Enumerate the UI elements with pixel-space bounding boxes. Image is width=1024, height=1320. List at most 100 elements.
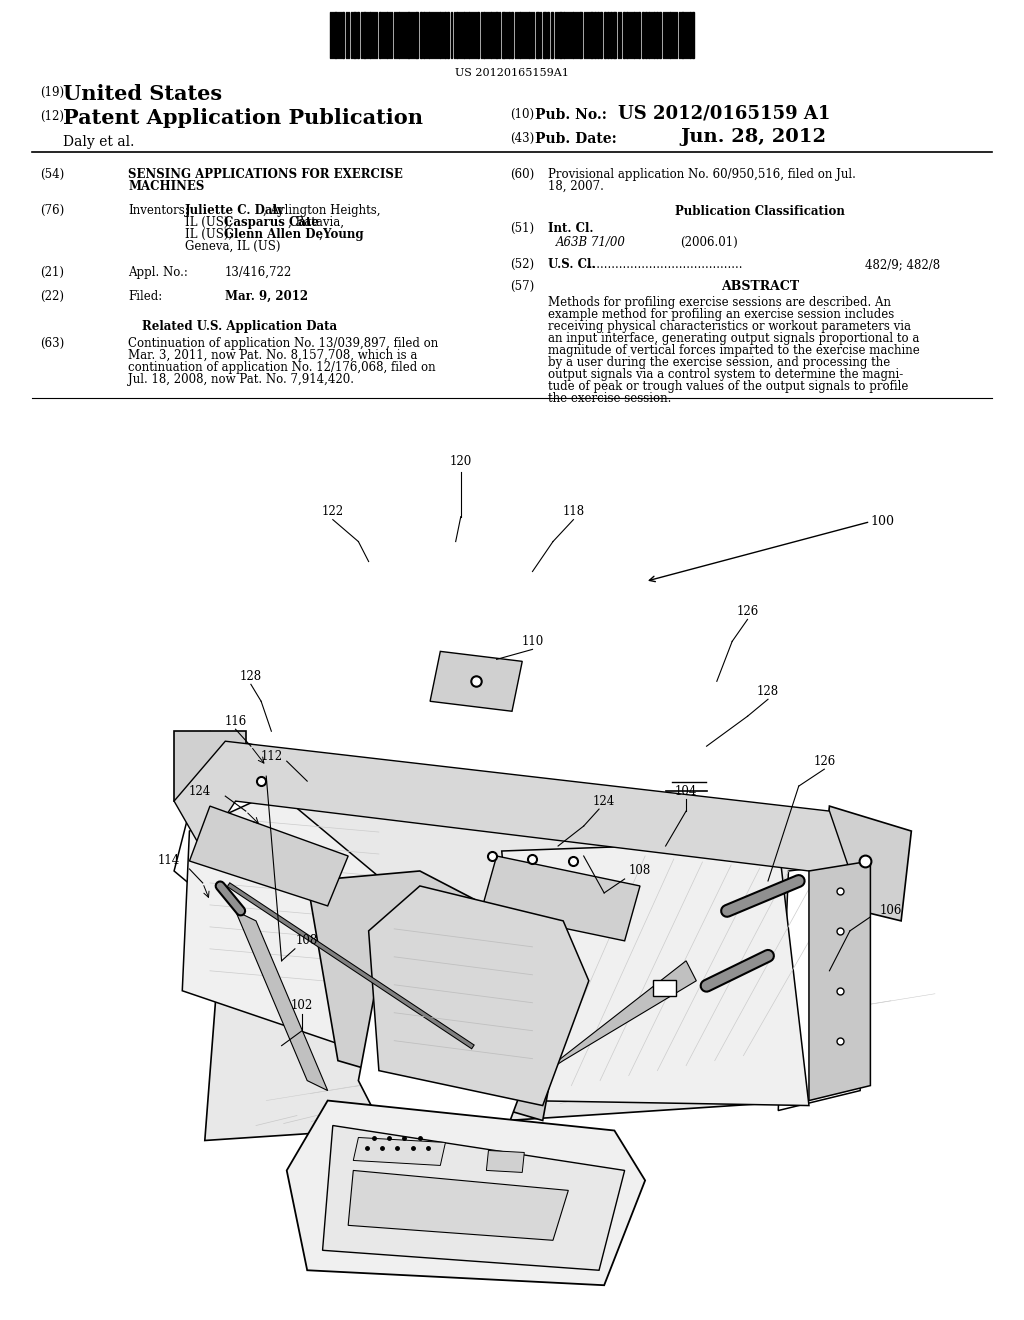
Bar [420, 12, 422, 58]
Text: (60): (60) [510, 168, 535, 181]
Bar [648, 12, 650, 58]
Text: Continuation of application No. 13/039,897, filed on: Continuation of application No. 13/039,8… [128, 337, 438, 350]
Bar [597, 12, 599, 58]
Polygon shape [778, 861, 870, 1110]
Bar [610, 12, 612, 58]
Text: Jul. 18, 2008, now Pat. No. 7,914,420.: Jul. 18, 2008, now Pat. No. 7,914,420. [128, 374, 354, 385]
Text: 120: 120 [450, 455, 472, 469]
Text: Juliette C. Daly: Juliette C. Daly [185, 205, 285, 216]
Text: (63): (63) [40, 337, 65, 350]
Bar [590, 12, 593, 58]
Polygon shape [174, 742, 850, 871]
Bar [633, 12, 635, 58]
Polygon shape [189, 807, 348, 906]
Text: (52): (52) [510, 257, 535, 271]
Text: 102: 102 [291, 999, 313, 1012]
Bar [407, 12, 410, 58]
Bar [600, 12, 602, 58]
Polygon shape [348, 1171, 568, 1241]
Bar [653, 979, 676, 995]
Bar [428, 12, 430, 58]
Text: magnitude of vertical forces imparted to the exercise machine: magnitude of vertical forces imparted to… [548, 345, 920, 356]
Text: 128: 128 [757, 685, 779, 698]
Text: Daly et al.: Daly et al. [63, 135, 134, 149]
Polygon shape [307, 871, 573, 1121]
Text: ..........................................: ........................................… [586, 257, 743, 271]
Text: (76): (76) [40, 205, 65, 216]
Polygon shape [502, 841, 809, 1106]
Text: the exercise session.: the exercise session. [548, 392, 672, 405]
Polygon shape [532, 961, 696, 1081]
Text: Casparus Cate: Casparus Cate [224, 216, 319, 228]
Text: Mar. 9, 2012: Mar. 9, 2012 [225, 290, 308, 304]
Bar [444, 12, 446, 58]
Bar [456, 12, 458, 58]
Text: 108: 108 [296, 935, 318, 948]
Text: receiving physical characteristics or workout parameters via: receiving physical characteristics or wo… [548, 319, 911, 333]
Text: (57): (57) [510, 280, 535, 293]
Bar [362, 12, 366, 58]
Text: 104: 104 [675, 784, 697, 797]
Bar [551, 12, 553, 58]
Bar [572, 12, 574, 58]
Text: IL (US);: IL (US); [185, 216, 237, 228]
Bar [692, 12, 694, 58]
Text: US 2012/0165159 A1: US 2012/0165159 A1 [618, 106, 830, 123]
Text: an input interface, generating output signals proportional to a: an input interface, generating output si… [548, 333, 920, 345]
Text: (54): (54) [40, 168, 65, 181]
Polygon shape [358, 921, 553, 1171]
Text: Appl. No.:: Appl. No.: [128, 267, 187, 279]
Bar [547, 12, 549, 58]
Bar [447, 12, 449, 58]
Text: 112: 112 [260, 750, 283, 763]
Polygon shape [481, 855, 640, 941]
Text: (2006.01): (2006.01) [680, 236, 737, 249]
Text: , Arlington Heights,: , Arlington Heights, [263, 205, 381, 216]
Bar [353, 12, 356, 58]
Text: SENSING APPLICATIONS FOR EXERCISE: SENSING APPLICATIONS FOR EXERCISE [128, 168, 402, 181]
Text: 124: 124 [593, 795, 615, 808]
Bar [511, 12, 513, 58]
Text: Jun. 28, 2012: Jun. 28, 2012 [680, 128, 826, 147]
Text: Int. Cl.: Int. Cl. [548, 222, 594, 235]
Bar [508, 12, 510, 58]
Polygon shape [809, 861, 870, 1101]
Bar [468, 12, 470, 58]
Text: continuation of application No. 12/176,068, filed on: continuation of application No. 12/176,0… [128, 360, 435, 374]
Bar [369, 12, 371, 58]
Polygon shape [205, 742, 850, 1140]
Text: 108: 108 [629, 865, 651, 878]
Text: Geneva, IL (US): Geneva, IL (US) [185, 240, 281, 253]
Bar [423, 12, 425, 58]
Bar [543, 12, 546, 58]
Bar [607, 12, 609, 58]
Text: MACHINES: MACHINES [128, 180, 205, 193]
Polygon shape [182, 791, 420, 1051]
Text: United States: United States [63, 84, 222, 104]
Bar [477, 12, 479, 58]
Bar [559, 12, 562, 58]
Text: Related U.S. Application Data: Related U.S. Application Data [142, 319, 338, 333]
Bar [579, 12, 582, 58]
Text: 110: 110 [521, 635, 544, 648]
Polygon shape [287, 1101, 645, 1286]
Bar [502, 12, 505, 58]
Text: IL (US);: IL (US); [185, 228, 237, 242]
Polygon shape [174, 731, 287, 931]
Text: example method for profiling an exercise session includes: example method for profiling an exercise… [548, 308, 894, 321]
Text: 482/9; 482/8: 482/9; 482/8 [865, 257, 940, 271]
Bar [563, 12, 565, 58]
Text: 126: 126 [813, 755, 836, 768]
Bar [490, 12, 492, 58]
Text: 124: 124 [188, 784, 211, 797]
Text: (10): (10) [510, 108, 535, 121]
Bar [519, 12, 521, 58]
Text: Provisional application No. 60/950,516, filed on Jul.: Provisional application No. 60/950,516, … [548, 168, 856, 181]
Text: 18, 2007.: 18, 2007. [548, 180, 604, 193]
Bar [626, 12, 628, 58]
Text: Mar. 3, 2011, now Pat. No. 8,157,708, which is a: Mar. 3, 2011, now Pat. No. 8,157,708, wh… [128, 348, 418, 362]
Polygon shape [369, 886, 589, 1106]
Bar [528, 12, 530, 58]
Bar [398, 12, 400, 58]
Text: Methods for profiling exercise sessions are described. An: Methods for profiling exercise sessions … [548, 296, 891, 309]
